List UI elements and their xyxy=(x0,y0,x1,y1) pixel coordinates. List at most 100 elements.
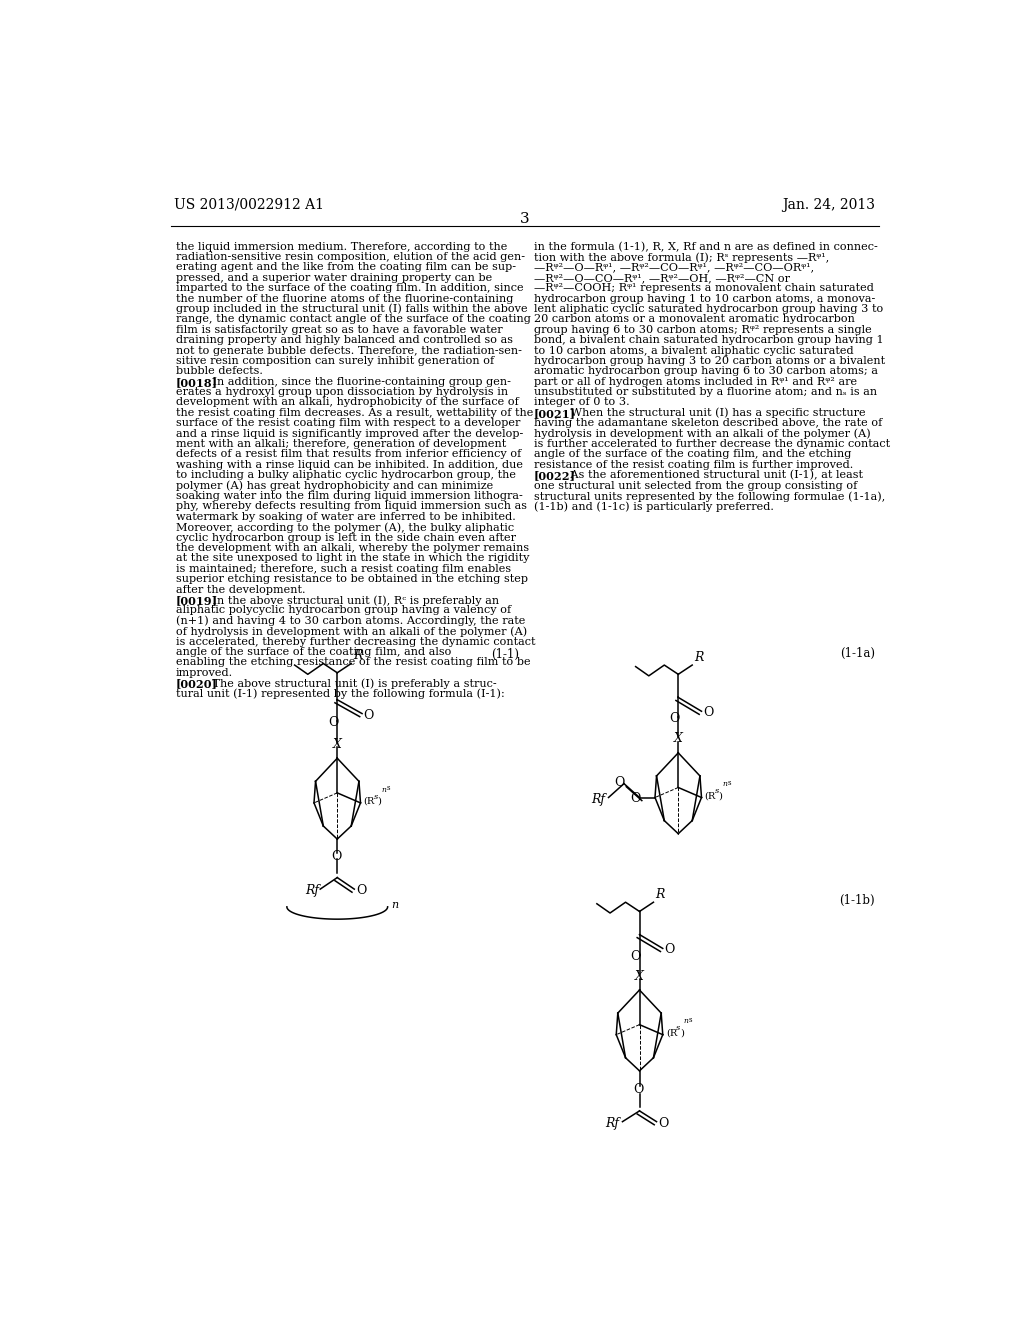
Text: unsubstituted or substituted by a fluorine atom; and nₛ is an: unsubstituted or substituted by a fluori… xyxy=(535,387,878,397)
Text: (1-1b): (1-1b) xyxy=(840,894,876,907)
Text: [0018]: [0018] xyxy=(176,376,218,388)
Text: (1-1): (1-1) xyxy=(490,648,519,661)
Text: having the adamantane skeleton described above, the rate of: having the adamantane skeleton described… xyxy=(535,418,883,428)
Text: tion with the above formula (I); Rˢ represents —Rᵠ¹,: tion with the above formula (I); Rˢ repr… xyxy=(535,252,829,263)
Text: O: O xyxy=(633,1082,644,1096)
Text: lent aliphatic cyclic saturated hydrocarbon group having 3 to: lent aliphatic cyclic saturated hydrocar… xyxy=(535,304,884,314)
Text: US 2013/0022912 A1: US 2013/0022912 A1 xyxy=(174,198,325,211)
Text: n: n xyxy=(684,1018,688,1026)
Text: n: n xyxy=(391,899,398,909)
Text: s: s xyxy=(689,1016,692,1024)
Text: (n+1) and having 4 to 30 carbon atoms. Accordingly, the rate: (n+1) and having 4 to 30 carbon atoms. A… xyxy=(176,615,525,627)
Text: one structural unit selected from the group consisting of: one structural unit selected from the gr… xyxy=(535,480,857,491)
Text: R: R xyxy=(352,649,362,663)
Text: ): ) xyxy=(719,792,722,800)
Text: ment with an alkali; therefore, generation of development: ment with an alkali; therefore, generati… xyxy=(176,440,506,449)
Text: [0022]: [0022] xyxy=(535,470,577,482)
Text: hydrolysis in development with an alkali of the polymer (A): hydrolysis in development with an alkali… xyxy=(535,429,870,440)
Text: [0019]: [0019] xyxy=(176,595,218,606)
Text: group having 6 to 30 carbon atoms; Rᵠ² represents a single: group having 6 to 30 carbon atoms; Rᵠ² r… xyxy=(535,325,871,335)
Text: 20 carbon atoms or a monovalent aromatic hydrocarbon: 20 carbon atoms or a monovalent aromatic… xyxy=(535,314,855,325)
Text: soaking water into the film during liquid immersion lithogra-: soaking water into the film during liqui… xyxy=(176,491,523,502)
Text: washing with a rinse liquid can be inhibited. In addition, due: washing with a rinse liquid can be inhib… xyxy=(176,459,523,470)
Text: tural unit (I-1) represented by the following formula (I-1):: tural unit (I-1) represented by the foll… xyxy=(176,689,505,700)
Text: O: O xyxy=(356,884,367,898)
Text: part or all of hydrogen atoms included in Rᵠ¹ and Rᵠ² are: part or all of hydrogen atoms included i… xyxy=(535,376,857,387)
Text: to 10 carbon atoms, a bivalent aliphatic cyclic saturated: to 10 carbon atoms, a bivalent aliphatic… xyxy=(535,346,854,355)
Text: s: s xyxy=(374,793,378,801)
Text: s: s xyxy=(715,787,719,796)
Text: erates a hydroxyl group upon dissociation by hydrolysis in: erates a hydroxyl group upon dissociatio… xyxy=(176,387,508,397)
Text: As the aforementioned structural unit (I-1), at least: As the aforementioned structural unit (I… xyxy=(556,470,863,480)
Text: —Rᵠ²—O—Rᵠ¹, —Rᵠ²—CO—Rᵠ¹, —Rᵠ²—CO—ORᵠ¹,: —Rᵠ²—O—Rᵠ¹, —Rᵠ²—CO—Rᵠ¹, —Rᵠ²—CO—ORᵠ¹, xyxy=(535,263,814,272)
Text: R: R xyxy=(693,651,703,664)
Text: the liquid immersion medium. Therefore, according to the: the liquid immersion medium. Therefore, … xyxy=(176,242,508,252)
Text: s: s xyxy=(387,784,390,792)
Text: sitive resin composition can surely inhibit generation of: sitive resin composition can surely inhi… xyxy=(176,356,495,366)
Text: integer of 0 to 3.: integer of 0 to 3. xyxy=(535,397,630,408)
Text: after the development.: after the development. xyxy=(176,585,305,594)
Text: bond, a bivalent chain saturated hydrocarbon group having 1: bond, a bivalent chain saturated hydroca… xyxy=(535,335,884,345)
Text: watermark by soaking of water are inferred to be inhibited.: watermark by soaking of water are inferr… xyxy=(176,512,516,521)
Text: draining property and highly balanced and controlled so as: draining property and highly balanced an… xyxy=(176,335,513,345)
Text: O: O xyxy=(658,1117,669,1130)
Text: aliphatic polycyclic hydrocarbon group having a valency of: aliphatic polycyclic hydrocarbon group h… xyxy=(176,606,511,615)
Text: X: X xyxy=(333,738,341,751)
Text: O: O xyxy=(630,949,641,962)
Text: X: X xyxy=(674,733,682,746)
Text: cyclic hydrocarbon group is left in the side chain even after: cyclic hydrocarbon group is left in the … xyxy=(176,533,516,543)
Text: imparted to the surface of the coating film. In addition, since: imparted to the surface of the coating f… xyxy=(176,284,523,293)
Text: Rf: Rf xyxy=(305,884,318,898)
Text: not to generate bubble defects. Therefore, the radiation-sen-: not to generate bubble defects. Therefor… xyxy=(176,346,522,355)
Text: the development with an alkali, whereby the polymer remains: the development with an alkali, whereby … xyxy=(176,543,529,553)
Text: [0020]: [0020] xyxy=(176,678,218,689)
Text: In addition, since the fluorine-containing group gen-: In addition, since the fluorine-containi… xyxy=(198,376,511,387)
Text: O: O xyxy=(331,850,341,862)
Text: angle of the surface of the coating film, and also: angle of the surface of the coating film… xyxy=(176,647,452,657)
Text: in the formula (1-1), R, X, Rf and n are as defined in connec-: in the formula (1-1), R, X, Rf and n are… xyxy=(535,242,878,252)
Text: ): ) xyxy=(378,797,381,805)
Text: to including a bulky aliphatic cyclic hydrocarbon group, the: to including a bulky aliphatic cyclic hy… xyxy=(176,470,516,480)
Text: s: s xyxy=(728,779,731,787)
Text: hydrocarbon group having 1 to 10 carbon atoms, a monova-: hydrocarbon group having 1 to 10 carbon … xyxy=(535,293,876,304)
Text: the resist coating film decreases. As a result, wettability of the: the resist coating film decreases. As a … xyxy=(176,408,534,418)
Text: The above structural unit (I) is preferably a struc-: The above structural unit (I) is prefera… xyxy=(198,678,497,689)
Text: O: O xyxy=(669,713,679,726)
Text: (R: (R xyxy=(705,792,716,800)
Text: X: X xyxy=(635,970,644,982)
Text: O: O xyxy=(703,706,714,719)
Text: ): ) xyxy=(680,1028,684,1038)
Text: film is satisfactorily great so as to have a favorable water: film is satisfactorily great so as to ha… xyxy=(176,325,503,335)
Text: (R: (R xyxy=(364,797,375,805)
Text: surface of the resist coating film with respect to a developer: surface of the resist coating film with … xyxy=(176,418,520,428)
Text: Jan. 24, 2013: Jan. 24, 2013 xyxy=(782,198,876,211)
Text: n: n xyxy=(722,780,727,788)
Text: group included in the structural unit (I) falls within the above: group included in the structural unit (I… xyxy=(176,304,527,314)
Text: s: s xyxy=(676,1024,680,1032)
Text: —Rᵠ²—COOH; Rᵠ¹ represents a monovalent chain saturated: —Rᵠ²—COOH; Rᵠ¹ represents a monovalent c… xyxy=(535,284,873,293)
Text: the number of the fluorine atoms of the fluorine-containing: the number of the fluorine atoms of the … xyxy=(176,293,513,304)
Text: hydrocarbon group having 3 to 20 carbon atoms or a bivalent: hydrocarbon group having 3 to 20 carbon … xyxy=(535,356,885,366)
Text: bubble defects.: bubble defects. xyxy=(176,367,263,376)
Text: O: O xyxy=(328,717,338,730)
Text: is accelerated, thereby further decreasing the dynamic contact: is accelerated, thereby further decreasi… xyxy=(176,636,536,647)
Text: O: O xyxy=(614,776,625,788)
Text: of hydrolysis in development with an alkali of the polymer (A): of hydrolysis in development with an alk… xyxy=(176,626,527,636)
Text: O: O xyxy=(630,792,641,805)
Text: When the structural unit (I) has a specific structure: When the structural unit (I) has a speci… xyxy=(556,408,865,418)
Text: (1-1a): (1-1a) xyxy=(840,647,876,660)
Text: polymer (A) has great hydrophobicity and can minimize: polymer (A) has great hydrophobicity and… xyxy=(176,480,494,491)
Text: [0021]: [0021] xyxy=(535,408,577,418)
Text: development with an alkali, hydrophobicity of the surface of: development with an alkali, hydrophobici… xyxy=(176,397,519,408)
Text: is further accelerated to further decrease the dynamic contact: is further accelerated to further decrea… xyxy=(535,440,890,449)
Text: is maintained; therefore, such a resist coating film enables: is maintained; therefore, such a resist … xyxy=(176,564,511,574)
Text: phy, whereby defects resulting from liquid immersion such as: phy, whereby defects resulting from liqu… xyxy=(176,502,527,511)
Text: superior etching resistance to be obtained in the etching step: superior etching resistance to be obtain… xyxy=(176,574,528,585)
Text: R: R xyxy=(655,887,665,900)
Text: O: O xyxy=(665,944,675,957)
Text: erating agent and the like from the coating film can be sup-: erating agent and the like from the coat… xyxy=(176,263,516,272)
Text: O: O xyxy=(364,709,374,722)
Text: radiation-sensitive resin composition, elution of the acid gen-: radiation-sensitive resin composition, e… xyxy=(176,252,525,261)
Text: enabling the etching resistance of the resist coating film to be: enabling the etching resistance of the r… xyxy=(176,657,530,668)
Text: angle of the surface of the coating film, and the etching: angle of the surface of the coating film… xyxy=(535,449,852,459)
